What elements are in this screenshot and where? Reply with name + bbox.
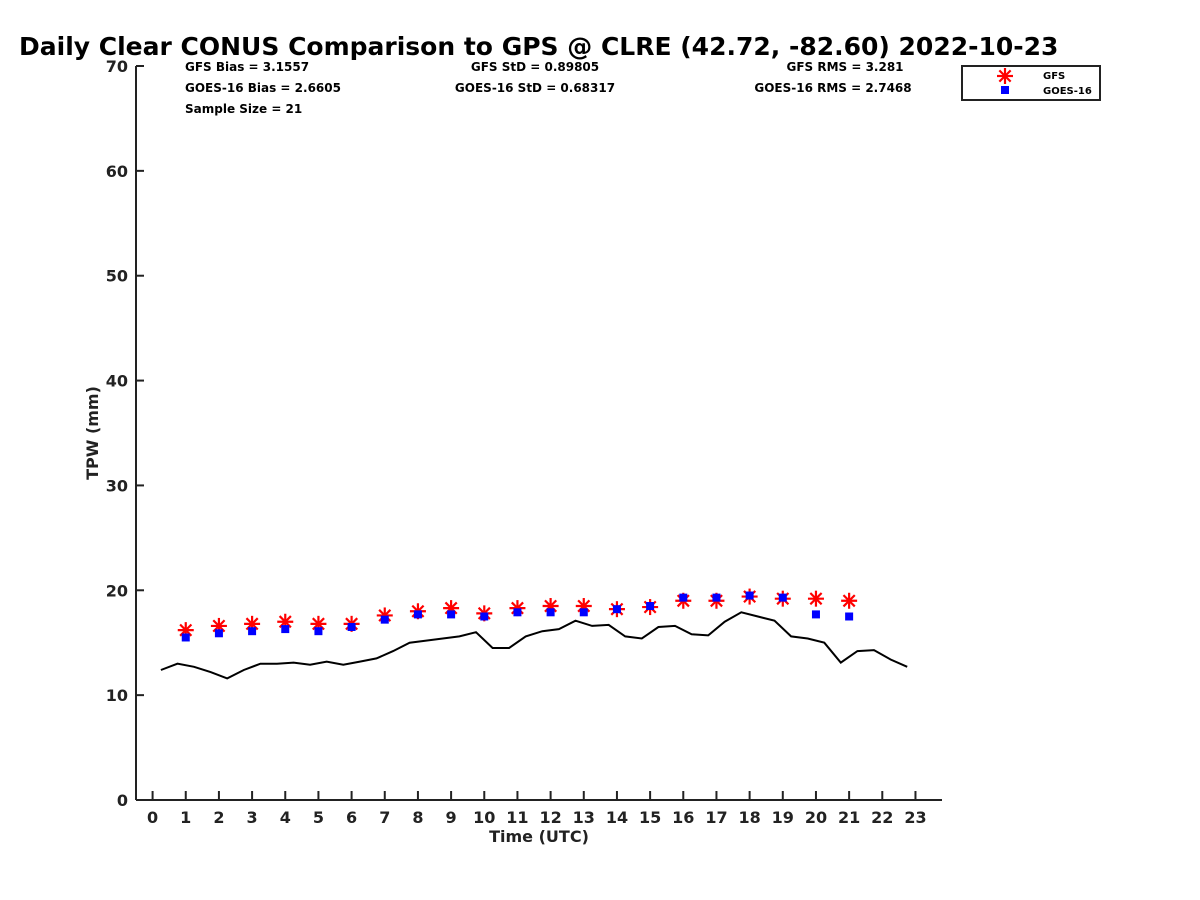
goes16-point (546, 608, 555, 617)
x-tick-label: 9 (446, 808, 457, 827)
goes16-point (447, 610, 456, 619)
legend-box (961, 65, 1101, 101)
goes16-point (214, 629, 223, 638)
x-tick-label: 21 (838, 808, 860, 827)
goes16-point (745, 591, 754, 600)
y-axis-label: TPW (mm) (83, 386, 102, 480)
legend-goes16-label: GOES-16 (1043, 86, 1092, 97)
x-ticks: 0 1 2 3 4 5 6 7 8 9 10 11 12 13 14 15 16 17 18 19 20 21 22 23 (147, 791, 927, 827)
y-tick-label: 70 (106, 57, 128, 76)
x-tick-label: 19 (772, 808, 794, 827)
legend-gfs-marker (997, 68, 1013, 84)
x-tick-label: 12 (539, 808, 561, 827)
chart-title: Daily Clear CONUS Comparison to GPS @ CL… (19, 32, 1058, 61)
x-tick-label: 5 (313, 808, 324, 827)
goes16-point (579, 608, 588, 617)
goes16-series (181, 591, 854, 642)
stat-goes-std: GOES-16 StD = 0.68317 (455, 81, 615, 95)
stat-goes-rms: GOES-16 RMS = 2.7468 (754, 81, 911, 95)
x-tick-label: 1 (180, 808, 191, 827)
legend: GFS GOES-16 (961, 65, 1101, 101)
stat-gfs-rms: GFS RMS = 3.281 (786, 60, 903, 74)
x-tick-label: 14 (606, 808, 628, 827)
y-tick-label: 40 (106, 372, 128, 391)
goes16-point (646, 602, 655, 611)
x-tick-label: 22 (871, 808, 893, 827)
x-tick-label: 10 (473, 808, 495, 827)
stat-gfs-std: GFS StD = 0.89805 (471, 60, 599, 74)
y-tick-label: 50 (106, 267, 128, 286)
gps-series (160, 611, 908, 680)
x-tick-label: 8 (412, 808, 423, 827)
goes16-point (811, 610, 820, 619)
goes16-point (480, 612, 489, 621)
x-tick-label: 15 (639, 808, 661, 827)
goes16-point (181, 633, 190, 642)
gps-line (160, 611, 908, 680)
x-tick-label: 0 (147, 808, 158, 827)
stat-gfs-bias: GFS Bias = 3.1557 (185, 60, 309, 74)
x-tick-label: 7 (379, 808, 390, 827)
x-tick-label: 20 (805, 808, 827, 827)
y-tick-label: 20 (106, 581, 128, 600)
goes16-point (679, 593, 688, 602)
x-tick-label: 23 (904, 808, 926, 827)
axes (135, 66, 942, 801)
y-tick-label: 0 (117, 791, 128, 810)
goes16-point (413, 610, 422, 619)
stats-block: GFS Bias = 3.1557 GOES-16 Bias = 2.6605 … (185, 60, 912, 116)
goes16-point (513, 608, 522, 617)
goes16-point (712, 593, 721, 602)
stat-sample-size: Sample Size = 21 (185, 102, 302, 116)
x-tick-label: 17 (705, 808, 727, 827)
x-axis-label: Time (UTC) (489, 827, 589, 846)
x-tick-label: 3 (247, 808, 258, 827)
x-tick-label: 13 (573, 808, 595, 827)
y-tick-label: 60 (106, 162, 128, 181)
y-tick-label: 30 (106, 476, 128, 495)
goes16-point (380, 615, 389, 624)
goes16-point (347, 622, 356, 631)
x-tick-label: 2 (213, 808, 224, 827)
gfs-point (841, 592, 858, 609)
gfs-point (807, 590, 824, 607)
x-tick-label: 18 (738, 808, 760, 827)
x-tick-label: 6 (346, 808, 357, 827)
x-tick-label: 11 (506, 808, 528, 827)
goes16-point (612, 605, 621, 614)
goes16-point (248, 627, 257, 636)
legend-gfs-asterisk (997, 68, 1013, 84)
legend-gfs-label: GFS (1043, 71, 1065, 82)
x-tick-label: 4 (280, 808, 291, 827)
y-ticks: 0 10 20 30 40 50 60 70 (106, 57, 144, 810)
x-tick-label: 16 (672, 808, 694, 827)
y-tick-label: 10 (106, 686, 128, 705)
goes16-point (314, 627, 323, 636)
goes16-point (281, 625, 290, 634)
legend-goes16-marker (1001, 86, 1009, 94)
goes16-point (778, 593, 787, 602)
goes16-point (845, 612, 854, 621)
stat-goes-bias: GOES-16 Bias = 2.6605 (185, 81, 341, 95)
